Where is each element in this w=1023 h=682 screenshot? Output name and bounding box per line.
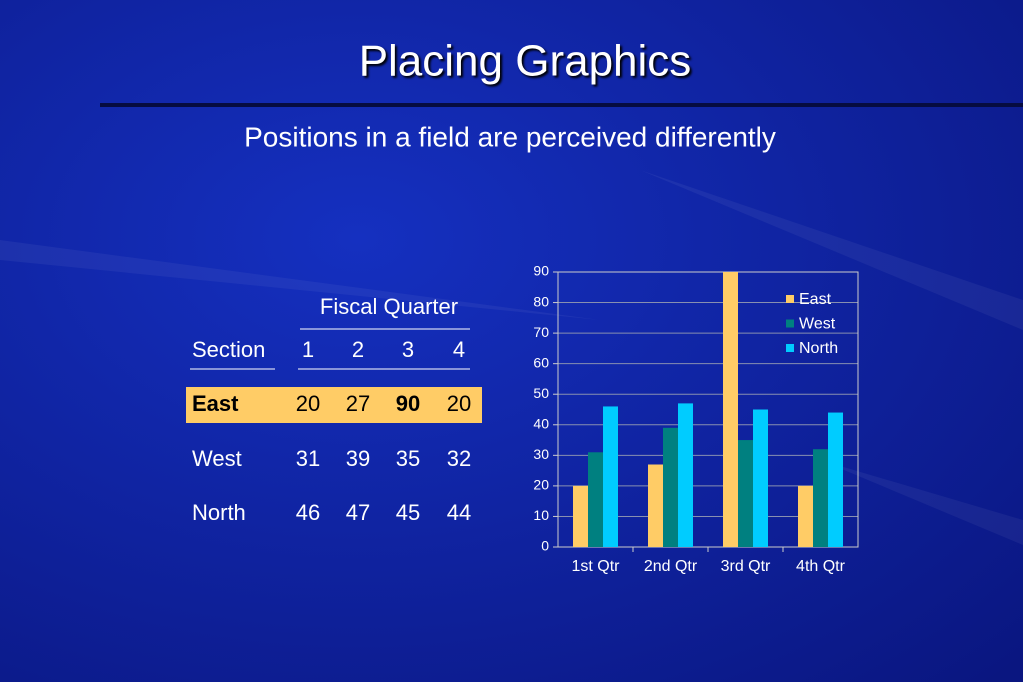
y-tick-label: 80 [533,293,549,309]
cell-value: 27 [346,391,370,416]
bar [738,440,753,547]
y-tick-label: 70 [533,324,549,340]
cell-value: 90 [396,391,420,416]
legend-swatch [786,344,794,352]
legend-label: West [799,316,836,333]
bar [798,485,813,547]
y-tick-label: 0 [541,538,549,554]
x-tick-label: 3rd Qtr [721,558,771,575]
cell-value: 31 [296,446,320,471]
data-table: Fiscal Quarter Section 1 2 3 4 East 20 27 90 20 Wes… [186,294,482,525]
row-label: North [192,500,246,525]
cell-value: 46 [296,500,320,525]
y-tick-label: 40 [533,415,549,431]
cell-value: 20 [447,391,471,416]
legend-swatch [786,319,794,328]
bar [813,449,828,547]
x-tick-label: 2nd Qtr [644,558,698,575]
column-header: 1 [302,337,314,362]
bar [603,406,618,547]
group-header: Fiscal Quarter [320,294,458,319]
x-tick-label: 1st Qtr [571,558,620,575]
cell-value: 44 [447,500,471,525]
cell-value: 45 [396,500,420,525]
cell-value: 32 [447,446,471,471]
row-label: East [192,391,239,416]
slide-subtitle: Positions in a field are perceived diffe… [244,121,776,152]
column-header: 2 [352,337,364,362]
row-highlight [186,387,482,423]
legend-swatch [786,295,794,303]
bar [573,485,588,547]
y-tick-label: 50 [533,385,549,401]
y-tick-label: 30 [533,446,549,462]
x-tick-label: 4th Qtr [796,558,846,575]
column-header: 4 [453,337,465,362]
y-tick-label: 60 [533,354,549,370]
column-header: 3 [402,337,414,362]
y-tick-label: 90 [533,263,549,279]
bar [723,272,738,547]
bar [828,412,843,547]
legend-label: East [799,291,832,308]
bar [678,403,693,547]
legend-label: North [799,340,838,357]
bar [663,427,678,547]
column-header: Section [192,337,265,362]
chart: 0 10 20 30 40 50 60 70 80 90 1st Qtr 2nd Qtr 3rd Qtr… [533,263,859,575]
row-label: West [192,446,242,471]
cell-value: 20 [296,391,320,416]
slide-title: Placing Graphics [359,37,692,86]
bar [648,464,663,547]
bar [588,452,603,547]
cell-value: 39 [346,446,370,471]
bar [753,409,768,547]
cell-value: 35 [396,446,420,471]
cell-value: 47 [346,500,370,525]
y-tick-label: 20 [533,477,549,493]
y-tick-label: 10 [533,507,549,523]
